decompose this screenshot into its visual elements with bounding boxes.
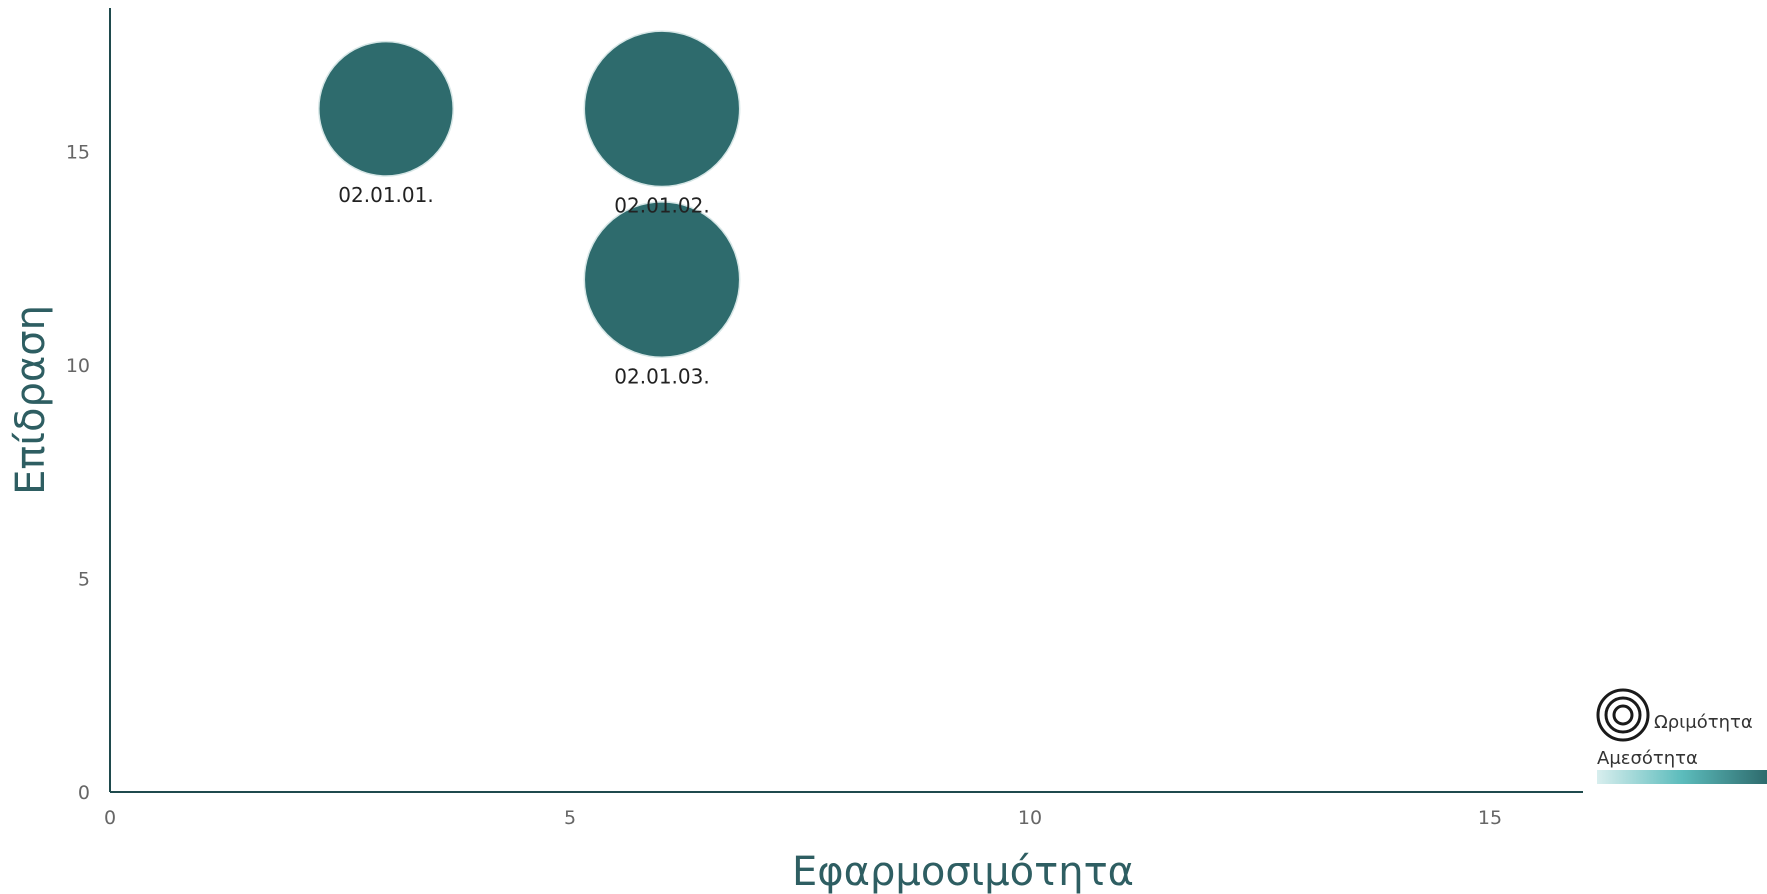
x-tick-labels: 0 5 10 15 <box>104 807 1502 829</box>
y-tick-label: 15 <box>66 142 90 164</box>
legend-urgency-label: Αμεσότητα <box>1597 748 1698 769</box>
y-tick-label: 5 <box>78 569 90 591</box>
x-tick-label: 10 <box>1018 807 1042 829</box>
x-axis-title: Εφαρμοσιμότητα <box>792 849 1134 894</box>
y-tick-labels: 0 5 10 15 <box>66 142 90 805</box>
bubble[interactable] <box>583 30 741 188</box>
y-axis-title: Επίδραση <box>8 305 54 495</box>
y-tick-label: 0 <box>78 782 90 804</box>
x-tick-label: 5 <box>564 807 576 829</box>
bubble-label: 02.01.01. <box>338 183 433 207</box>
bubbles <box>318 30 741 359</box>
urgency-color-gradient <box>1597 770 1767 784</box>
bubble-label: 02.01.02. <box>614 194 709 218</box>
legend-maturity-label: Ωριμότητα <box>1654 712 1753 733</box>
bubble[interactable] <box>318 40 454 177</box>
bubble[interactable] <box>583 201 741 359</box>
x-tick-label: 15 <box>1478 807 1502 829</box>
maturity-size-icon <box>1596 688 1650 742</box>
bubble-label: 02.01.03. <box>614 364 709 388</box>
legend: Ωριμότητα Αμεσότητα <box>1596 688 1767 784</box>
bubble-labels: 02.01.01. 02.01.02. 02.01.03. <box>338 183 709 388</box>
plot-area: 0 5 10 15 0 5 10 15 02.01.01. 02.01.02. 02.01.03… <box>66 8 1583 829</box>
x-tick-label: 0 <box>104 807 116 829</box>
y-tick-label: 10 <box>66 355 90 377</box>
